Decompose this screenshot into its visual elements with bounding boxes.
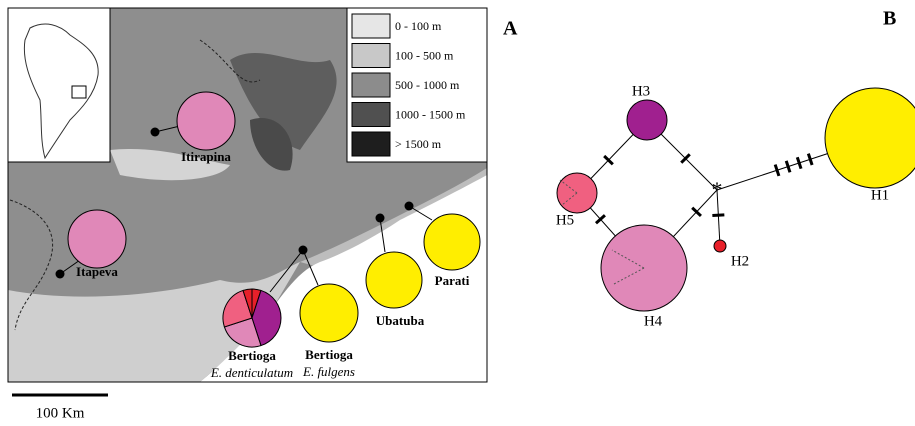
haplotype-circle: [177, 92, 235, 150]
haplotype-node: [627, 100, 667, 140]
mutation-tick: [797, 157, 801, 168]
mutation-tick: [808, 154, 812, 165]
site: [56, 270, 65, 279]
median-vector: *: [712, 177, 723, 202]
haplotype-label: H1: [871, 187, 889, 203]
species-label: E. denticulatum: [210, 365, 293, 380]
haplotype-node: [714, 240, 726, 252]
mutation-tick: [775, 165, 779, 176]
site: [405, 202, 414, 211]
location-label: Itirapina: [181, 149, 231, 164]
location-label: Itapeva: [76, 264, 118, 279]
haplotype-node: [825, 88, 915, 188]
figure: 0 - 100 m 100 - 500 m 500 - 1000 m 1000 - 1…: [0, 0, 915, 426]
species-label: E. fulgens: [302, 364, 355, 379]
legend-swatch: [352, 73, 390, 97]
legend-swatch: [352, 44, 390, 68]
legend-label: 0 - 100 m: [395, 19, 442, 33]
site: [299, 246, 308, 255]
site: [151, 128, 160, 137]
page: 0 - 100 m 100 - 500 m 500 - 1000 m 1000 - 1…: [0, 0, 915, 426]
legend-swatch: [352, 132, 390, 156]
haplotype-pie: [223, 289, 281, 347]
legend-label: > 1500 m: [395, 137, 442, 151]
legend-swatch: [352, 103, 390, 127]
location-label: Bertioga: [305, 347, 353, 362]
location-label: Parati: [435, 273, 470, 288]
mutation-tick: [712, 215, 724, 216]
haplotypes: [557, 88, 915, 311]
haplotype-label: H4: [644, 313, 663, 329]
legend-swatch: [352, 14, 390, 38]
legend-label: 100 - 500 m: [395, 48, 454, 62]
mutation-tick: [786, 161, 790, 172]
legend: 0 - 100 m 100 - 500 m 500 - 1000 m 1000 - 1…: [347, 8, 487, 162]
legend-label: 1000 - 1500 m: [395, 107, 466, 121]
haplotype-label: H3: [632, 83, 650, 99]
haplotype-circle: [424, 214, 480, 270]
haplotype-circle: [68, 210, 126, 268]
haplotype-label: H5: [556, 212, 574, 228]
panel-label: B: [883, 8, 896, 30]
haplotype-circle: [300, 284, 358, 342]
scale-label: 100 Km: [36, 405, 85, 421]
mutation-steps: [596, 154, 812, 224]
location-label: Bertioga: [228, 348, 276, 363]
haplotype-circle: [366, 252, 422, 308]
legend-label: 500 - 1000 m: [395, 78, 460, 92]
location-label: Ubatuba: [376, 313, 425, 328]
site: [376, 214, 385, 223]
haplotype-label: H2: [731, 253, 749, 269]
panel-label: A: [503, 18, 518, 40]
